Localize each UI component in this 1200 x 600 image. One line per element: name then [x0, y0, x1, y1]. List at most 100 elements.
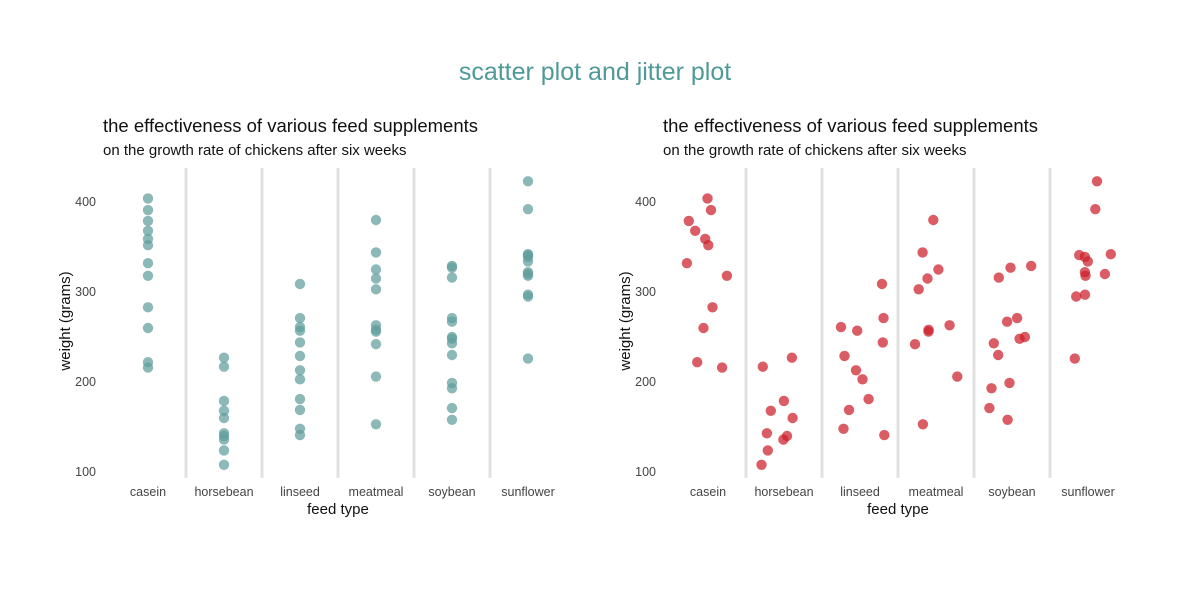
- data-point: [370, 284, 382, 295]
- data-point: [446, 316, 458, 327]
- data-point: [218, 459, 230, 470]
- x-axis-title: feed type: [307, 501, 369, 518]
- x-tick-label: meatmeal: [909, 485, 964, 499]
- data-point: [142, 193, 154, 204]
- data-point: [446, 272, 458, 283]
- data-point: [857, 374, 868, 385]
- data-point: [835, 321, 847, 333]
- data-point: [218, 434, 230, 445]
- data-point: [446, 349, 458, 361]
- y-tick-label: 100: [75, 465, 96, 479]
- data-point: [765, 405, 776, 416]
- data-point: [218, 445, 230, 456]
- data-point: [690, 225, 701, 236]
- x-tick-label: meatmeal: [349, 485, 404, 499]
- data-point: [218, 361, 230, 372]
- data-point: [1079, 289, 1091, 300]
- data-point: [952, 371, 963, 382]
- data-point: [923, 326, 934, 337]
- main-title: scatter plot and jitter plot: [458, 58, 732, 86]
- data-point: [370, 264, 382, 275]
- data-point: [879, 429, 890, 441]
- data-point: [142, 270, 154, 281]
- data-point: [522, 353, 534, 364]
- data-point: [218, 395, 230, 407]
- data-point: [1090, 204, 1101, 215]
- x-axis-title: feed type: [867, 501, 929, 518]
- data-point: [446, 262, 458, 273]
- data-point: [446, 383, 458, 394]
- data-point: [761, 428, 773, 439]
- data-point: [762, 445, 773, 456]
- data-point: [863, 393, 874, 405]
- data-point: [838, 423, 849, 434]
- y-tick-label: 300: [75, 285, 96, 299]
- data-point: [877, 337, 888, 348]
- data-point: [1011, 312, 1023, 324]
- x-tick-label: sunflower: [1061, 485, 1115, 499]
- data-point: [909, 339, 921, 350]
- data-point: [1002, 414, 1013, 425]
- x-tick-label: soybean: [428, 485, 475, 499]
- data-point: [446, 414, 458, 425]
- jitter-plot-panel: the effectiveness of various feed supple…: [560, 0, 1120, 600]
- data-point: [1001, 316, 1013, 327]
- data-point: [1005, 262, 1016, 273]
- data-point: [294, 393, 306, 405]
- data-point: [703, 240, 714, 251]
- x-tick-label: linseed: [280, 485, 320, 499]
- data-point: [917, 419, 929, 430]
- data-point: [705, 204, 717, 216]
- data-point: [294, 325, 306, 336]
- chart-subtitle: on the growth rate of chickens after six…: [663, 142, 967, 159]
- data-point: [522, 204, 534, 215]
- data-point: [142, 258, 154, 269]
- data-point: [522, 256, 534, 267]
- data-point: [683, 215, 694, 227]
- data-point: [913, 284, 924, 295]
- data-point: [370, 273, 382, 284]
- data-point: [1069, 353, 1080, 364]
- data-point: [1014, 333, 1025, 344]
- data-point: [681, 258, 693, 269]
- data-point: [1026, 260, 1037, 272]
- y-axis-title: weight (grams): [617, 271, 634, 371]
- data-point: [142, 302, 154, 313]
- data-point: [692, 357, 703, 368]
- data-point: [944, 320, 955, 331]
- data-point: [522, 291, 534, 302]
- y-tick-label: 400: [635, 195, 656, 209]
- data-point: [370, 214, 382, 226]
- data-point: [850, 365, 862, 376]
- data-point: [756, 459, 767, 470]
- data-point: [142, 225, 154, 236]
- data-point: [993, 349, 1004, 361]
- x-tick-label: casein: [130, 485, 166, 499]
- y-tick-label: 100: [635, 465, 656, 479]
- data-point: [142, 215, 154, 227]
- y-tick-label: 200: [75, 375, 96, 389]
- y-tick-label: 300: [635, 285, 656, 299]
- data-point: [786, 352, 798, 363]
- data-point: [1099, 268, 1111, 280]
- data-point: [917, 247, 928, 258]
- data-point: [1071, 291, 1082, 302]
- data-point: [721, 270, 733, 281]
- data-point: [778, 395, 790, 407]
- data-point: [1091, 176, 1103, 187]
- y-tick-label: 400: [75, 195, 96, 209]
- data-point: [370, 419, 382, 430]
- data-point: [707, 302, 718, 313]
- data-point: [716, 362, 728, 373]
- data-point: [839, 350, 850, 362]
- x-tick-label: sunflower: [501, 485, 555, 499]
- data-point: [370, 247, 382, 258]
- jitter-plot-area: 100 200 300 400 casein horsebean linseed meatme…: [617, 168, 1116, 518]
- data-point: [843, 404, 855, 416]
- data-point: [522, 176, 534, 187]
- data-point: [370, 326, 382, 337]
- data-point: [757, 361, 768, 372]
- scatter-plot-area: 100 200 300 400 casein horsebean linseed meatme…: [57, 168, 555, 518]
- data-point: [787, 412, 798, 424]
- data-point: [294, 404, 306, 416]
